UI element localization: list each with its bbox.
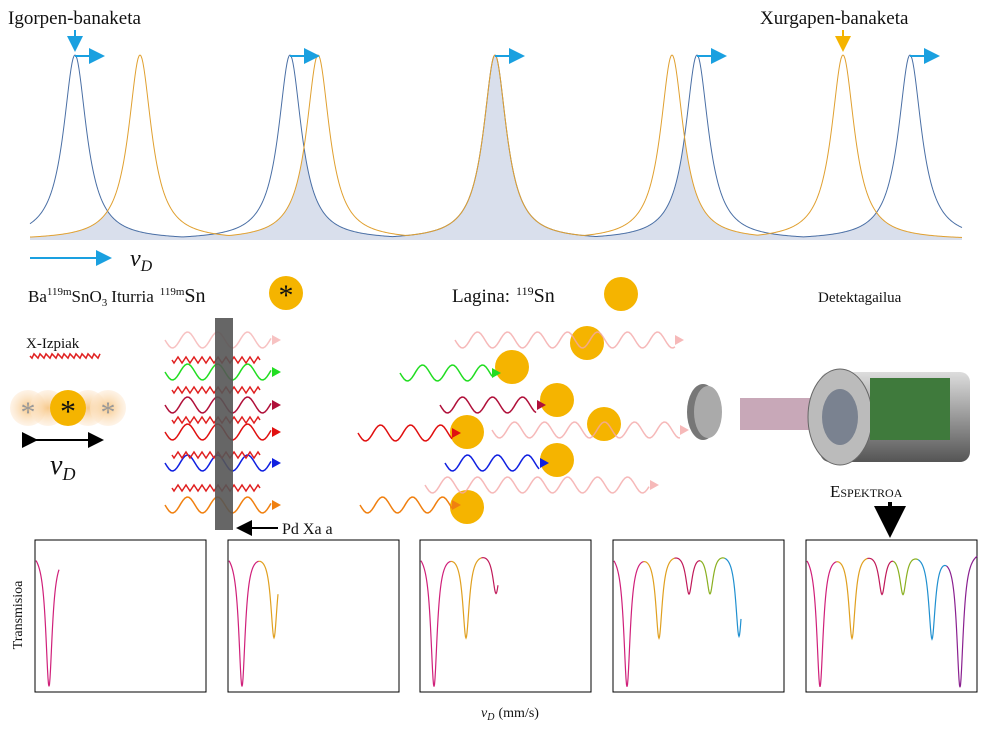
overlap	[30, 55, 962, 240]
svg-text:*: *	[101, 396, 116, 429]
arrow-head	[272, 367, 281, 377]
spectrum-line	[614, 561, 644, 687]
spectrum-line	[259, 561, 279, 638]
spectrum-line	[837, 558, 868, 638]
arrow-head	[272, 400, 281, 410]
sample-atom	[570, 326, 604, 360]
arrow-head	[675, 335, 684, 345]
spectrum-line	[675, 558, 701, 594]
distributions	[30, 55, 962, 240]
spectrum-line	[482, 558, 499, 594]
spectrum-panel	[228, 540, 399, 692]
wave	[30, 354, 100, 358]
wave	[425, 477, 649, 493]
spectrum-panel	[613, 540, 784, 692]
xray-label: X-Izpiak	[26, 336, 80, 352]
sample-atom	[540, 443, 574, 477]
spectrum-line	[893, 559, 918, 595]
spectrum-line	[725, 558, 741, 636]
pd-foil	[215, 318, 233, 530]
spectrum-line	[947, 556, 978, 687]
spectrum-line	[868, 558, 894, 594]
arrow-head	[650, 480, 659, 490]
svg-text:*: *	[21, 396, 36, 429]
sample-atom	[495, 350, 529, 384]
diagram: Igorpen-banaketa Xurgapen-banaketa vD Ba…	[0, 0, 981, 725]
emission-label: Igorpen-banaketa	[8, 8, 141, 29]
spectrum-line	[36, 561, 59, 687]
spectrum-line	[451, 558, 482, 638]
arrow-head	[272, 458, 281, 468]
spectrum-label: Espektroa	[830, 482, 903, 501]
x-label: vD(mm/s)	[481, 706, 539, 723]
velocity-symbol: vD	[130, 246, 153, 275]
moving-source: * * *	[10, 390, 126, 429]
motion-symbol: vD	[50, 450, 75, 484]
spectrum-panel	[35, 540, 206, 692]
wave	[440, 397, 536, 413]
spectrum-panel	[806, 540, 977, 692]
y-label: Transmisioa	[11, 580, 26, 650]
wave	[445, 455, 539, 471]
arrow-head	[272, 500, 281, 510]
star: *	[279, 279, 294, 312]
detector-label: Detektagailua	[818, 290, 902, 306]
wave	[400, 365, 492, 381]
spectrum-line	[700, 558, 725, 594]
arrow-head	[272, 427, 281, 437]
wave	[360, 497, 452, 513]
sample-label: Lagina:119Sn	[452, 284, 555, 307]
absorption-label: Xurgapen-banaketa	[760, 8, 909, 29]
arrow-head	[272, 335, 281, 345]
sample-atom	[604, 277, 638, 311]
wave	[358, 425, 452, 441]
spectrum-line	[421, 561, 451, 687]
foil-label: Pd Xa a	[282, 521, 333, 538]
spectra	[35, 540, 977, 692]
wave	[455, 332, 675, 348]
wave	[492, 422, 680, 438]
gamma-rays	[30, 326, 689, 524]
svg-text:*: *	[60, 393, 76, 429]
spectrum-line	[229, 561, 259, 687]
spectrum-line	[807, 561, 837, 687]
detector	[687, 369, 970, 465]
spectrum-line	[644, 558, 675, 638]
arrow-head	[680, 425, 689, 435]
sample-atom	[540, 383, 574, 417]
spectrum-line	[918, 560, 947, 640]
spectrum-panel	[420, 540, 591, 692]
